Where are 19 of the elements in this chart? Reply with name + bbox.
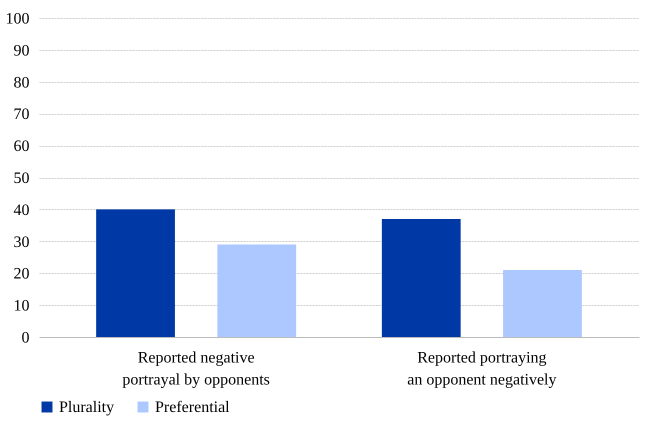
y-tick-label: 30	[14, 234, 30, 251]
y-tick-label: 60	[14, 138, 30, 156]
bar	[96, 209, 175, 337]
legend-label: Preferential	[155, 399, 230, 416]
y-tick-label: 50	[14, 170, 30, 187]
y-tick-label: 90	[14, 42, 30, 60]
y-tick-label: 70	[14, 106, 30, 124]
bar	[503, 270, 582, 337]
bar	[382, 218, 461, 337]
x-tick-label: Reported negative portrayal by opponents	[122, 350, 270, 388]
y-tick-label: 40	[14, 202, 30, 219]
y-tick-label: 0	[22, 330, 30, 346]
y-tick-label: 80	[14, 74, 30, 92]
x-tick-label: Reported portraying an opponent negatively	[407, 350, 557, 388]
y-tick-label: 10	[14, 298, 30, 315]
y-tick-label: 100	[6, 10, 30, 28]
bar	[217, 244, 296, 337]
y-tick-label: 20	[14, 266, 30, 283]
legend-label: Plurality	[59, 399, 114, 416]
